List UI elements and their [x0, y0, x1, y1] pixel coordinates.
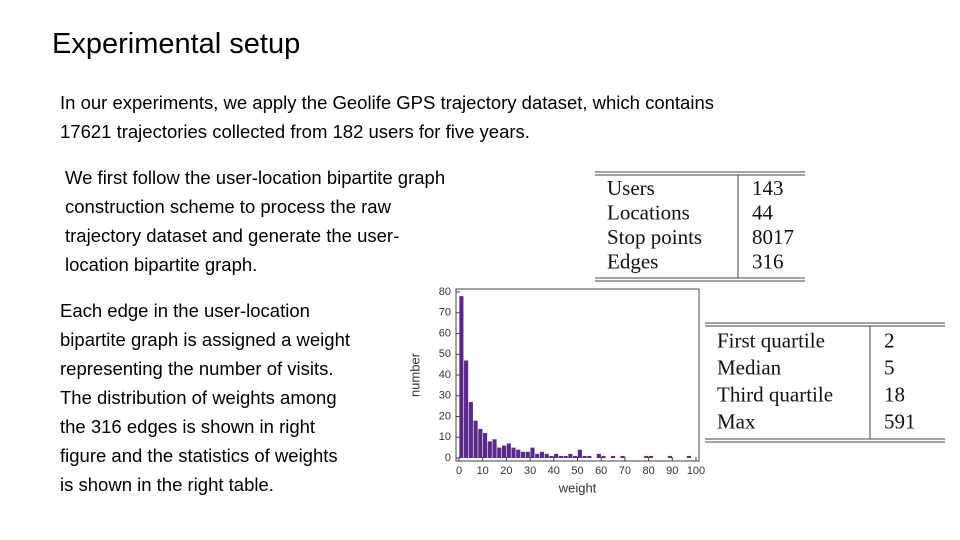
x-tick-label: 40 [548, 465, 560, 477]
paragraph: We first follow the user-location bipart… [65, 163, 445, 279]
y-tick-label: 30 [439, 390, 451, 402]
bar [554, 453, 559, 458]
bar [525, 451, 530, 458]
y-tick-label: 60 [439, 327, 451, 339]
table-cell: Max [717, 409, 756, 433]
x-tick-label: 90 [666, 465, 678, 477]
bar [596, 453, 601, 458]
plot-frame [455, 288, 700, 462]
bar [544, 453, 549, 458]
bar [648, 455, 654, 458]
bar [530, 447, 535, 458]
paragraph: Each edge in the user-location bipartite … [60, 296, 350, 499]
table-cell: 316 [752, 250, 784, 274]
table-cell: Users [607, 176, 655, 200]
bar [459, 296, 464, 458]
y-tick-label: 70 [439, 307, 451, 319]
x-tick-label: 100 [687, 465, 705, 477]
slide-title: Experimental setup [52, 28, 301, 60]
bar [478, 428, 483, 458]
x-tick-label: 60 [595, 465, 607, 477]
text-line: We first follow the user-location bipart… [65, 167, 446, 188]
bar [568, 453, 573, 458]
y-tick-label: 20 [439, 410, 451, 422]
bar [506, 443, 511, 458]
text-line: trajectory dataset and generate the user… [65, 225, 400, 246]
bar [573, 455, 578, 458]
bar [610, 455, 616, 458]
bar [601, 455, 606, 458]
bar [516, 449, 521, 458]
text-line: figure and the statistics of weights [60, 445, 338, 466]
x-tick-label: 30 [524, 465, 536, 477]
bar [587, 455, 592, 458]
bar [582, 455, 587, 458]
table-cell: Stop points [607, 225, 702, 249]
y-tick-label: 10 [439, 431, 451, 443]
table-cell: Locations [607, 201, 690, 225]
table-cell: Median [717, 355, 782, 379]
text-line: bipartite graph is assigned a weight [60, 329, 351, 350]
y-tick-label: 50 [439, 348, 451, 360]
text-line: representing the number of visits. [60, 358, 334, 379]
bar [483, 433, 488, 458]
text-line: In our experiments, we apply the Geolife… [60, 92, 714, 113]
paragraph: In our experiments, we apply the Geolife… [60, 88, 714, 146]
text-line: Each edge in the user-location [60, 300, 310, 321]
table-cell: 5 [884, 355, 895, 379]
bar [558, 455, 563, 458]
text-line: location bipartite graph. [65, 254, 258, 275]
bar [497, 447, 502, 458]
table-cell: First quartile [717, 328, 825, 352]
x-tick-label: 0 [456, 465, 462, 477]
y-tick-label: 0 [445, 452, 451, 464]
bar [473, 420, 478, 458]
text-line: construction scheme to process the raw [65, 196, 391, 217]
bar [620, 455, 625, 458]
table-cell: 591 [884, 409, 916, 433]
table-cell: Edges [607, 250, 658, 274]
text-line: is shown in the right table. [60, 474, 274, 495]
y-tick-label: 80 [439, 286, 451, 298]
bar [487, 441, 492, 458]
x-tick-label: 20 [500, 465, 512, 477]
y-tick-label: 40 [439, 369, 451, 381]
bar [468, 401, 473, 458]
bar [492, 439, 497, 458]
x-tick-label: 10 [477, 465, 489, 477]
bar [464, 360, 469, 458]
table: First quartile 2 Median 5 Third quartile 18 Ma… [705, 322, 945, 443]
table-cell: 18 [884, 382, 905, 406]
bar [644, 455, 649, 458]
x-tick-label: 50 [571, 465, 583, 477]
table-cell: 2 [884, 328, 895, 352]
bar [539, 451, 545, 458]
bar [686, 455, 691, 458]
bar [549, 455, 554, 458]
table-cell: 44 [752, 201, 774, 225]
text-line: 17621 trajectories collected from 182 us… [60, 121, 530, 142]
table-cell: 143 [752, 176, 784, 200]
table-cell: 8017 [752, 225, 794, 249]
table-cell: Third quartile [717, 382, 833, 406]
x-tick-label: 80 [642, 465, 654, 477]
text-line: The distribution of weights among [60, 387, 337, 408]
text-line: the 316 edges is shown in right [60, 416, 316, 437]
bar [577, 449, 582, 458]
y-axis-label: number [407, 352, 422, 397]
bar [511, 447, 516, 458]
x-axis-label: weight [558, 480, 597, 495]
table: Users 143 Locations 44 Stop points 8017 Edges 3… [595, 171, 805, 282]
bar [501, 445, 507, 458]
bar [667, 455, 672, 458]
x-tick-label: 70 [619, 465, 631, 477]
bar [563, 455, 568, 458]
bar [520, 451, 526, 458]
bar [535, 453, 540, 458]
